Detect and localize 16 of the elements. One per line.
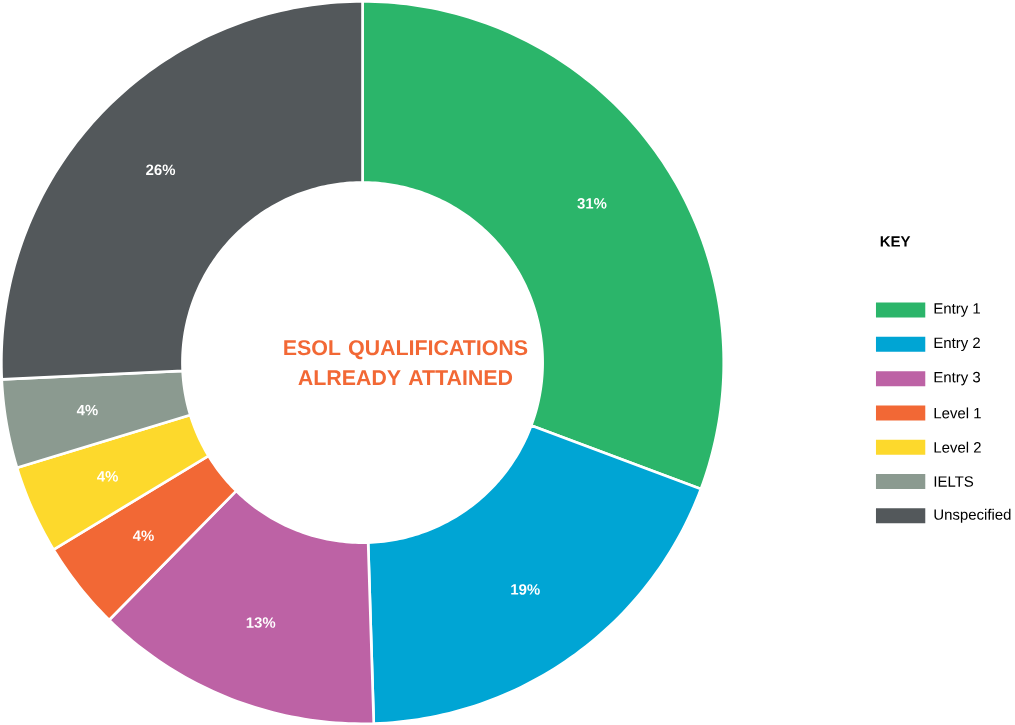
data-label: 31%	[577, 198, 607, 209]
data-label: 13%	[246, 617, 276, 628]
data-label: 4%	[76, 404, 98, 416]
data-label: 4%	[97, 471, 118, 482]
legend-label: Level 1	[934, 407, 981, 419]
legend-label: Unspecified	[934, 508, 1011, 523]
data-label: 19%	[511, 584, 540, 595]
legend-label: Level 2	[934, 441, 981, 453]
data-label: 4%	[132, 530, 154, 541]
text: ESOL QUALIFICATIONS ALREADY ATTAINED	[284, 340, 528, 385]
legend-label: Entry 3	[934, 371, 981, 386]
legend-title: KEY	[880, 236, 911, 247]
legend-label: Entry 1	[934, 303, 980, 317]
legend-label: IELTS	[934, 476, 974, 487]
legend-label: Entry 2	[934, 337, 980, 352]
data-label: 26%	[146, 164, 176, 176]
